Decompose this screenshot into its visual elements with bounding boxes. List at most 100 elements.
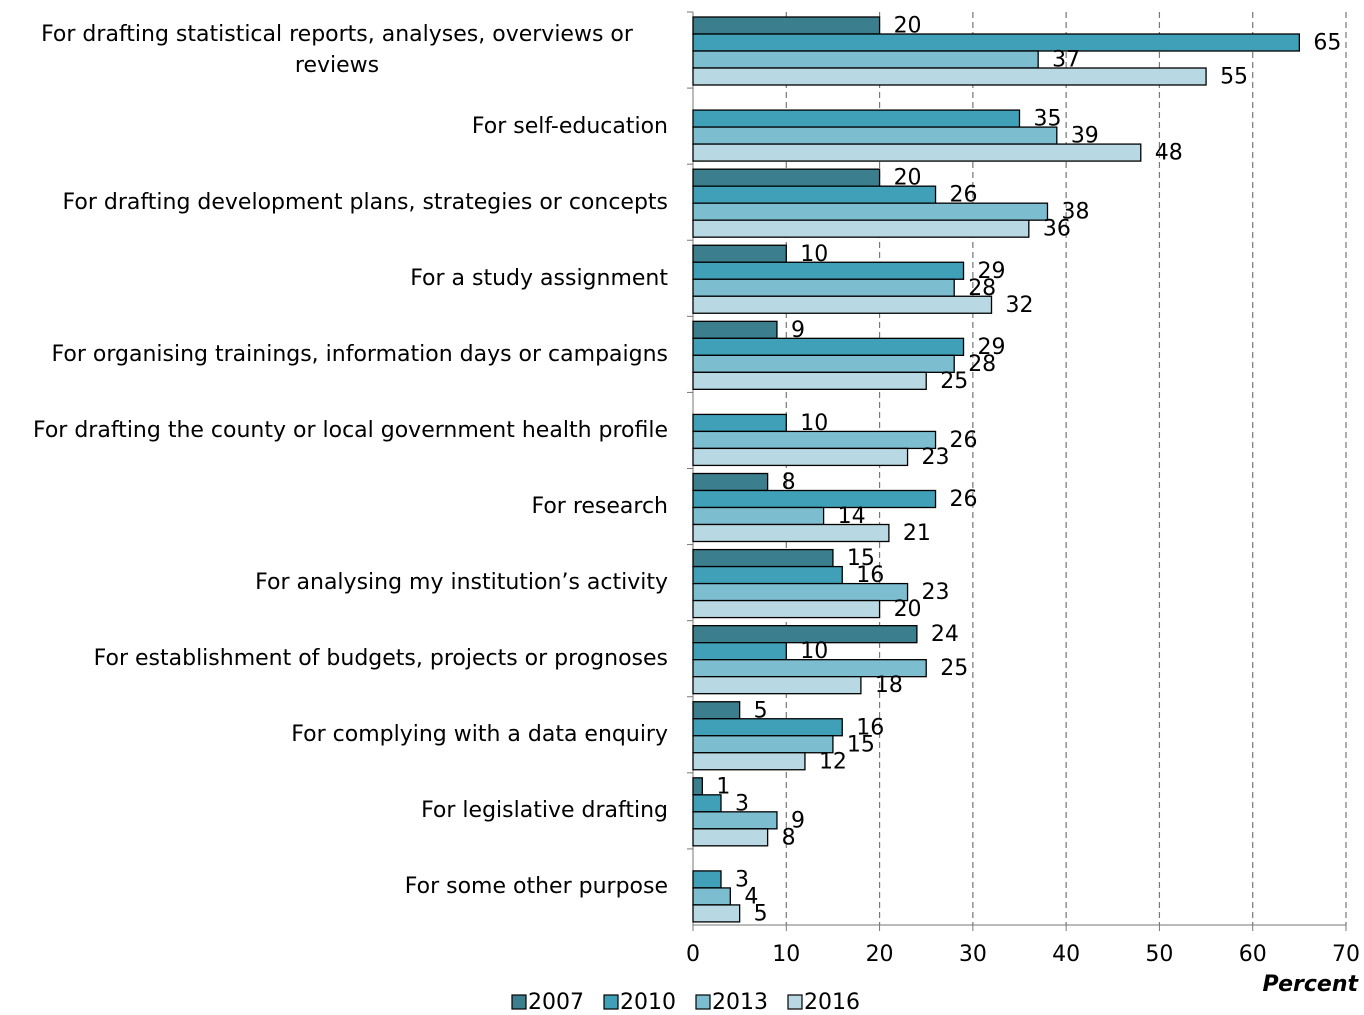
bar [692,811,778,830]
category-label: For drafting the county or local governm… [0,392,668,468]
value-label: 24 [931,622,959,647]
value-label: 15 [847,732,875,757]
bar [692,126,1058,145]
category-text: For establishment of budgets, projects o… [93,646,668,672]
legend-label: 2013 [712,990,768,1015]
bar [692,337,965,356]
value-label: 38 [1061,200,1089,225]
value-label: 18 [875,673,903,698]
category-label: For some other purpose [0,849,668,925]
legend-swatch [511,994,527,1010]
bar [692,777,703,796]
bar [692,67,1207,86]
x-tick-label: 10 [772,942,800,967]
category-text: For organising trainings, information da… [51,341,668,367]
x-tick-label: 20 [866,942,894,967]
bar [692,625,918,644]
legend-swatch [603,994,619,1010]
bar [692,489,937,509]
value-label: 25 [940,369,968,394]
value-label: 9 [791,318,805,343]
category-text: For research [531,494,668,520]
x-tick-label: 40 [1052,942,1080,967]
bar [692,219,1030,238]
value-label: 8 [782,470,796,495]
bar [692,870,722,889]
category-text: For drafting the county or local governm… [32,417,668,443]
legend-label: 2016 [804,990,860,1015]
x-tick-label: 30 [959,942,987,967]
bar [692,33,1301,52]
category-label: For analysing my institution’s activity [0,545,668,621]
bar [692,109,1021,128]
value-label: 4 [744,884,758,909]
value-label: 26 [950,428,978,453]
category-label: For legislative drafting [0,773,668,849]
value-label: 12 [819,749,847,774]
category-text: For complying with a data enquiry [291,722,668,748]
category-text: For analysing my institution’s activity [255,570,668,596]
value-label: 28 [968,352,996,377]
bar [692,447,909,467]
bar [692,676,862,695]
bar [692,261,965,280]
category-label: For research [0,469,668,545]
value-label: 36 [1043,217,1071,242]
legend-swatch [695,994,711,1010]
bar [692,548,834,568]
value-label: 23 [922,580,950,605]
value-label: 5 [754,901,768,926]
category-text: For drafting statistical reports, analys… [41,22,633,79]
bar [692,168,881,187]
bar [692,472,769,492]
value-label: 8 [782,825,796,850]
bar [692,794,722,813]
bar [692,904,741,923]
value-label: 65 [1313,31,1341,56]
bar [692,430,937,450]
bar [692,371,927,390]
x-tick-label: 50 [1145,942,1173,967]
category-text: For drafting development plans, strategi… [62,189,668,215]
bar [692,735,834,754]
category-text: For self-education [471,113,668,139]
bar [692,354,955,373]
bar [692,642,787,661]
bar [692,599,881,619]
value-label: 29 [978,259,1006,284]
value-label: 15 [847,546,875,571]
bar [692,565,843,585]
bar [692,244,787,263]
bar [692,718,843,737]
bar [692,413,787,433]
category-label: For establishment of budgets, projects o… [0,621,668,697]
value-label: 5 [754,698,768,723]
x-axis-title: Percent [1263,972,1360,997]
category-label: For self-education [0,88,668,164]
x-tick-label: 0 [686,942,700,967]
value-label: 21 [903,521,931,546]
category-label: For drafting development plans, strategi… [0,164,668,240]
value-label: 29 [978,335,1006,360]
value-label: 3 [735,867,749,892]
category-text: For some other purpose [404,874,668,900]
value-label: 25 [940,656,968,681]
value-label: 23 [922,445,950,470]
bar [692,506,825,526]
bar [692,295,993,314]
category-text: For legislative drafting [421,798,668,824]
value-label: 1 [716,774,730,799]
bar [692,143,1142,162]
bar [692,202,1049,221]
category-label: For drafting statistical reports, analys… [0,12,668,88]
value-label: 48 [1155,141,1183,166]
legend-swatch [787,994,803,1010]
legend-label: 2010 [620,990,676,1015]
bar [692,582,909,602]
bar [692,50,1039,69]
bar [692,523,890,543]
bar [692,701,741,720]
x-tick-label: 60 [1239,942,1267,967]
